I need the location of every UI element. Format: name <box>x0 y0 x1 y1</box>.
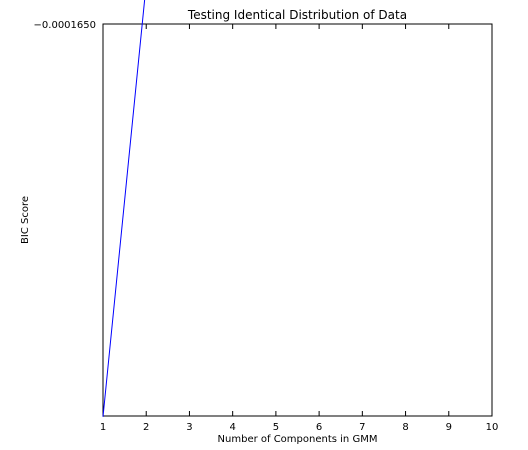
plot-frame <box>102 23 493 417</box>
x-tick-label: 6 <box>316 422 322 433</box>
x-tick-label: 5 <box>273 422 279 433</box>
x-axis: 1 2 3 4 5 6 7 8 9 10 <box>100 24 499 433</box>
x-tick-label: 7 <box>359 422 365 433</box>
chart-title: Testing Identical Distribution of Data <box>187 8 407 22</box>
y-tick-label: −0.0001650 <box>34 20 96 31</box>
x-tick-label: 10 <box>486 422 499 433</box>
x-tick-label: 3 <box>186 422 192 433</box>
series-line <box>102 0 146 417</box>
y-axis-label: BIC Score <box>20 196 31 244</box>
x-tick-label: 1 <box>100 422 106 433</box>
x-tick-label: 9 <box>446 422 452 433</box>
x-tick-label: 8 <box>402 422 408 433</box>
x-tick-label: 2 <box>143 422 149 433</box>
x-tick-label: 4 <box>229 422 235 433</box>
series-layer <box>102 0 146 417</box>
x-axis-label: Number of Components in GMM <box>218 434 378 445</box>
y-axis: −0.0001650−0.0001700−0.0001750−0.0001800… <box>34 20 492 31</box>
